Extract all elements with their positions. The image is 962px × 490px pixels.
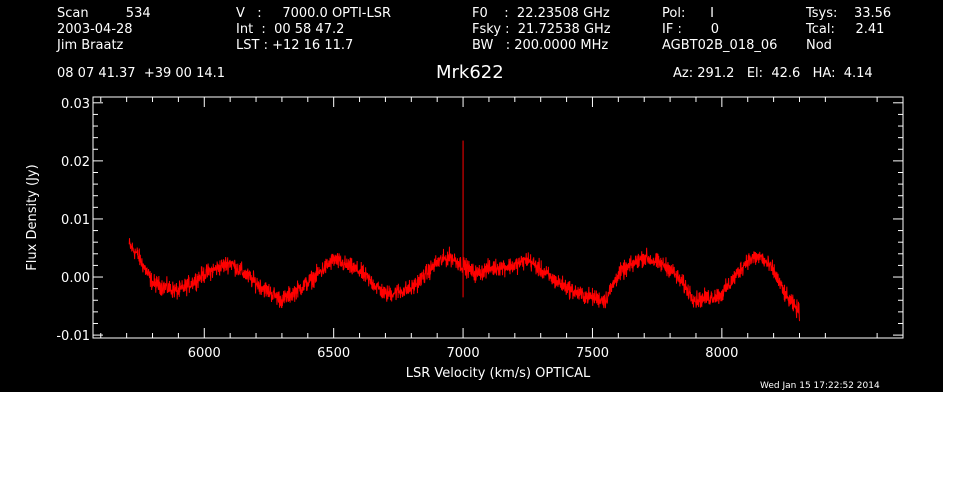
- x-axis-label: LSR Velocity (km/s) OPTICAL: [406, 366, 591, 381]
- bandwidth-label: BW : 200.0000 MHz: [472, 38, 609, 53]
- y-tick-label: 0.00: [61, 271, 90, 286]
- date-label: 2003-04-28: [57, 22, 133, 37]
- observer-label: Jim Braatz: [57, 38, 124, 53]
- x-tick-label: 6500: [317, 346, 350, 361]
- x-tick-label: 6000: [188, 346, 221, 361]
- y-axis-label: Flux Density (Jy): [25, 164, 40, 270]
- mode-label: Nod: [806, 38, 832, 53]
- spectrum-chart: 6000 6500 7000 7500 8000 -0.01 0.00 0.01 0.02 0.0…: [25, 96, 904, 381]
- spectrum-line: [128, 238, 800, 322]
- x-tick-label: 7500: [576, 346, 609, 361]
- tcal-label: Tcal: 2.41: [806, 22, 885, 37]
- y-tick-label: -0.01: [56, 329, 90, 344]
- x-tick-label: 8000: [705, 346, 738, 361]
- fsky-label: Fsky : 21.72538 GHz: [472, 22, 611, 37]
- pol-label: Pol: I: [662, 6, 714, 21]
- az-el-ha-label: Az: 291.2 El: 42.6 HA: 4.14: [673, 66, 873, 81]
- coordinates-label: 08 07 41.37 +39 00 14.1: [57, 66, 226, 81]
- y-tick-label: 0.03: [61, 97, 90, 112]
- x-tick-label: 7000: [447, 346, 480, 361]
- tsys-label: Tsys: 33.56: [806, 6, 892, 21]
- velocity-label: V : 7000.0 OPTI-LSR: [236, 6, 392, 21]
- integration-label: Int : 00 58 47.2: [236, 22, 345, 37]
- if-label: IF : 0: [662, 22, 720, 37]
- scan-label: Scan 534: [57, 6, 151, 21]
- lst-label: LST : +12 16 11.7: [236, 38, 354, 53]
- y-tick-label: 0.02: [61, 155, 90, 170]
- source-title: Mrk622: [436, 62, 504, 83]
- plot-frame: [92, 96, 904, 339]
- timestamp-label: Wed Jan 15 17:22:52 2014: [760, 381, 880, 391]
- project-label: AGBT02B_018_06: [662, 38, 778, 53]
- f0-label: F0 : 22.23508 GHz: [472, 6, 610, 21]
- plot-panel: [0, 0, 943, 392]
- y-tick-label: 0.01: [61, 213, 90, 228]
